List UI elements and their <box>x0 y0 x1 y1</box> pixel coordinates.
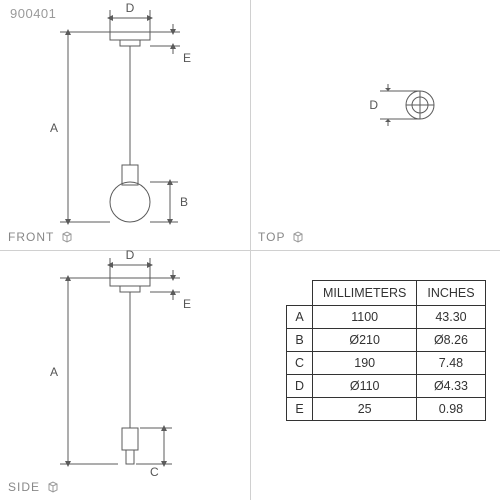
row-key: A <box>287 306 313 329</box>
cell-mm: Ø210 <box>313 329 417 352</box>
cube-icon <box>46 480 60 494</box>
dim-e-side: E <box>183 297 191 311</box>
dimension-table-panel: MILLIMETERS INCHES A 1100 43.30 B Ø210 Ø… <box>250 250 500 500</box>
front-view-drawing: A D E B <box>0 0 250 250</box>
table-row: E 25 0.98 <box>287 398 486 421</box>
cell-in: 0.98 <box>417 398 485 421</box>
col-mm: MILLIMETERS <box>313 281 417 306</box>
cell-in: Ø8.26 <box>417 329 485 352</box>
front-view-panel: A D E B FRONT <box>0 0 250 250</box>
side-label-text: SIDE <box>8 480 40 494</box>
cell-mm: 190 <box>313 352 417 375</box>
table-row: B Ø210 Ø8.26 <box>287 329 486 352</box>
row-key: B <box>287 329 313 352</box>
side-view-drawing: A D E C <box>0 250 250 500</box>
dim-e: E <box>183 51 191 65</box>
top-view-drawing: D <box>250 0 500 250</box>
top-label-text: TOP <box>258 230 285 244</box>
table-row: C 190 7.48 <box>287 352 486 375</box>
row-key: E <box>287 398 313 421</box>
cube-icon <box>291 230 305 244</box>
top-view-label: TOP <box>258 230 305 244</box>
dim-a-side: A <box>50 365 58 379</box>
cube-icon <box>60 230 74 244</box>
table-row: D Ø110 Ø4.33 <box>287 375 486 398</box>
top-view-panel: D TOP <box>250 0 500 250</box>
dim-c-side: C <box>150 465 159 479</box>
row-key: D <box>287 375 313 398</box>
front-label-text: FRONT <box>8 230 54 244</box>
col-in: INCHES <box>417 281 485 306</box>
table-row: A 1100 43.30 <box>287 306 486 329</box>
dim-d-top: D <box>369 98 378 112</box>
dimension-table: MILLIMETERS INCHES A 1100 43.30 B Ø210 Ø… <box>286 280 486 421</box>
table-body: A 1100 43.30 B Ø210 Ø8.26 C 190 7.48 D Ø… <box>287 306 486 421</box>
cell-in: 7.48 <box>417 352 485 375</box>
side-view-label: SIDE <box>8 480 60 494</box>
front-view-label: FRONT <box>8 230 74 244</box>
row-key: C <box>287 352 313 375</box>
dim-d-side: D <box>126 250 135 262</box>
dim-b: B <box>180 195 188 209</box>
dim-d: D <box>126 1 135 15</box>
cell-in: 43.30 <box>417 306 485 329</box>
cell-mm: 25 <box>313 398 417 421</box>
cell-mm: Ø110 <box>313 375 417 398</box>
dim-a: A <box>50 121 58 135</box>
cell-in: Ø4.33 <box>417 375 485 398</box>
side-view-panel: A D E C SIDE <box>0 250 250 500</box>
cell-mm: 1100 <box>313 306 417 329</box>
table-corner <box>287 281 313 306</box>
